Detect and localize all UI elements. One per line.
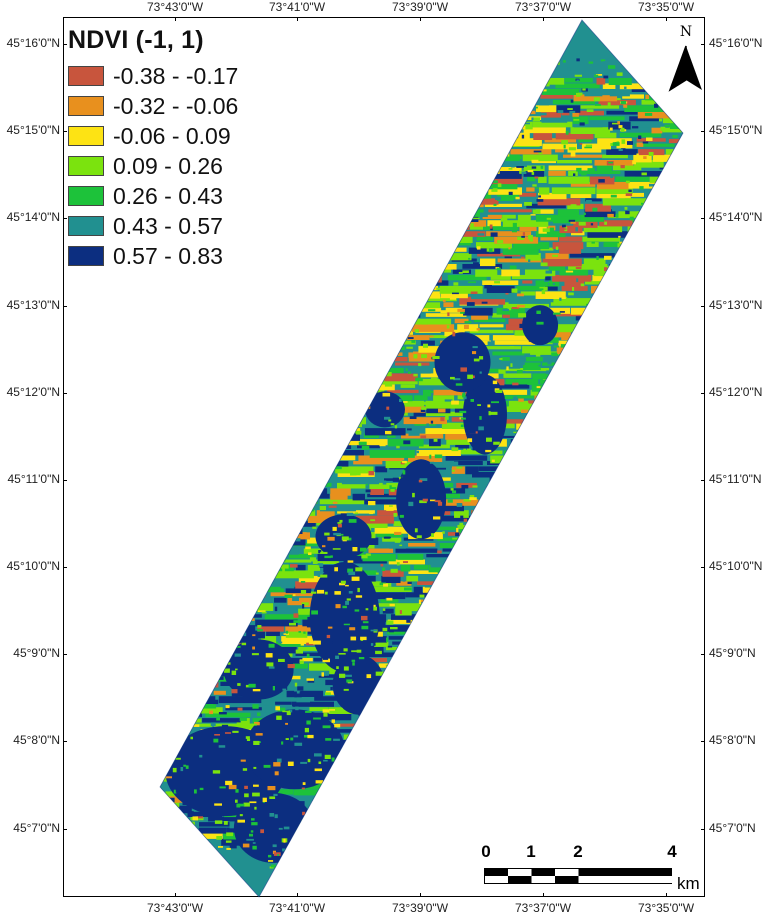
graticule-tick bbox=[701, 654, 705, 655]
longitude-label-top: 73°41'0"W bbox=[268, 0, 326, 14]
legend-swatch bbox=[68, 216, 104, 236]
latitude-label-left: 45°12'0"N bbox=[6, 385, 60, 399]
graticule-tick bbox=[701, 741, 705, 742]
scale-label-2: 2 bbox=[573, 842, 583, 861]
graticule-tick bbox=[63, 480, 67, 481]
graticule-tick bbox=[543, 17, 544, 21]
graticule-tick bbox=[297, 17, 298, 21]
graticule-tick bbox=[701, 44, 705, 45]
scale-unit: km bbox=[677, 874, 700, 893]
latitude-label-right: 45°13'0"N bbox=[709, 298, 763, 312]
graticule-tick bbox=[63, 567, 67, 568]
graticule-tick bbox=[701, 829, 705, 830]
longitude-label-top: 73°35'0"W bbox=[637, 0, 695, 14]
graticule-tick bbox=[701, 393, 705, 394]
longitude-label-bottom: 73°37'0"W bbox=[514, 901, 572, 915]
graticule-tick bbox=[543, 893, 544, 897]
latitude-label-left: 45°14'0"N bbox=[6, 210, 60, 224]
graticule-tick bbox=[63, 393, 67, 394]
graticule-tick bbox=[63, 218, 67, 219]
latitude-label-left: 45°16'0"N bbox=[6, 36, 60, 50]
latitude-label-right: 45°9'0"N bbox=[709, 646, 756, 660]
latitude-label-right: 45°12'0"N bbox=[709, 385, 763, 399]
graticule-tick bbox=[63, 306, 67, 307]
legend-item: -0.38 - -0.17 bbox=[68, 61, 238, 91]
north-arrow-icon bbox=[668, 45, 702, 92]
latitude-label-left: 45°7'0"N bbox=[13, 821, 60, 835]
graticule-tick bbox=[701, 480, 705, 481]
scale-label-1: 1 bbox=[526, 842, 536, 861]
legend-label: 0.26 - 0.43 bbox=[113, 182, 223, 209]
legend-label: 0.09 - 0.26 bbox=[113, 152, 223, 179]
latitude-label-right: 45°15'0"N bbox=[709, 123, 763, 137]
longitude-label-top: 73°39'0"W bbox=[391, 0, 449, 14]
legend-swatch bbox=[68, 186, 104, 206]
longitude-label-top: 73°37'0"W bbox=[514, 0, 572, 14]
latitude-label-left: 45°10'0"N bbox=[6, 559, 60, 573]
latitude-label-left: 45°9'0"N bbox=[13, 646, 60, 660]
latitude-label-left: 45°8'0"N bbox=[13, 733, 60, 747]
legend-item: 0.43 - 0.57 bbox=[68, 211, 238, 241]
longitude-label-bottom: 73°39'0"W bbox=[391, 901, 449, 915]
graticule-tick bbox=[666, 17, 667, 21]
legend-item: -0.32 - -0.06 bbox=[68, 91, 238, 121]
legend-label: -0.38 - -0.17 bbox=[113, 62, 239, 89]
scale-bar: 0 1 2 4 km bbox=[481, 842, 699, 893]
legend-item: 0.26 - 0.43 bbox=[68, 181, 238, 211]
graticule-tick bbox=[420, 17, 421, 21]
longitude-label-top: 73°43'0"W bbox=[146, 0, 204, 14]
legend-swatch bbox=[68, 126, 104, 146]
scale-label-0: 0 bbox=[481, 842, 491, 861]
latitude-label-right: 45°11'0"N bbox=[709, 472, 762, 486]
longitude-label-bottom: 73°43'0"W bbox=[146, 901, 204, 915]
longitude-label-bottom: 73°35'0"W bbox=[637, 901, 695, 915]
legend-item: 0.57 - 0.83 bbox=[68, 241, 238, 271]
latitude-label-left: 45°11'0"N bbox=[7, 472, 61, 486]
graticule-tick bbox=[701, 218, 705, 219]
north-arrow-letter: N bbox=[679, 24, 693, 40]
legend-label: 0.57 - 0.83 bbox=[113, 242, 223, 269]
legend-swatch bbox=[68, 96, 104, 116]
scale-label-4: 4 bbox=[667, 842, 677, 861]
graticule-tick bbox=[420, 893, 421, 897]
legend: NDVI (-1, 1) -0.38 - -0.17 -0.32 - -0.06 -… bbox=[68, 26, 238, 271]
legend-item: -0.06 - 0.09 bbox=[68, 121, 238, 151]
graticule-tick bbox=[666, 893, 667, 897]
latitude-label-right: 45°16'0"N bbox=[709, 36, 763, 50]
graticule-tick bbox=[175, 17, 176, 21]
graticule-tick bbox=[701, 306, 705, 307]
latitude-label-left: 45°13'0"N bbox=[6, 298, 60, 312]
graticule-tick bbox=[63, 829, 67, 830]
legend-swatch bbox=[68, 66, 104, 86]
legend-label: 0.43 - 0.57 bbox=[113, 212, 223, 239]
latitude-label-right: 45°8'0"N bbox=[709, 733, 756, 747]
legend-swatch bbox=[68, 246, 104, 266]
legend-item: 0.09 - 0.26 bbox=[68, 151, 238, 181]
graticule-tick bbox=[701, 567, 705, 568]
graticule-tick bbox=[63, 741, 67, 742]
legend-label: -0.06 - 0.09 bbox=[113, 122, 231, 149]
latitude-label-right: 45°7'0"N bbox=[709, 821, 756, 835]
legend-swatch bbox=[68, 156, 104, 176]
graticule-tick bbox=[297, 893, 298, 897]
legend-title: NDVI (-1, 1) bbox=[68, 26, 204, 54]
north-arrow: N bbox=[668, 24, 704, 94]
graticule-tick bbox=[63, 131, 67, 132]
latitude-label-left: 45°15'0"N bbox=[6, 123, 60, 137]
graticule-tick bbox=[63, 654, 67, 655]
longitude-label-bottom: 73°41'0"W bbox=[268, 901, 326, 915]
graticule-tick bbox=[701, 131, 705, 132]
latitude-label-right: 45°14'0"N bbox=[709, 210, 763, 224]
latitude-label-right: 45°10'0"N bbox=[709, 559, 763, 573]
legend-label: -0.32 - -0.06 bbox=[113, 92, 239, 119]
scale-bar-graphic bbox=[484, 868, 672, 884]
graticule-tick bbox=[175, 893, 176, 897]
graticule-tick bbox=[63, 44, 67, 45]
